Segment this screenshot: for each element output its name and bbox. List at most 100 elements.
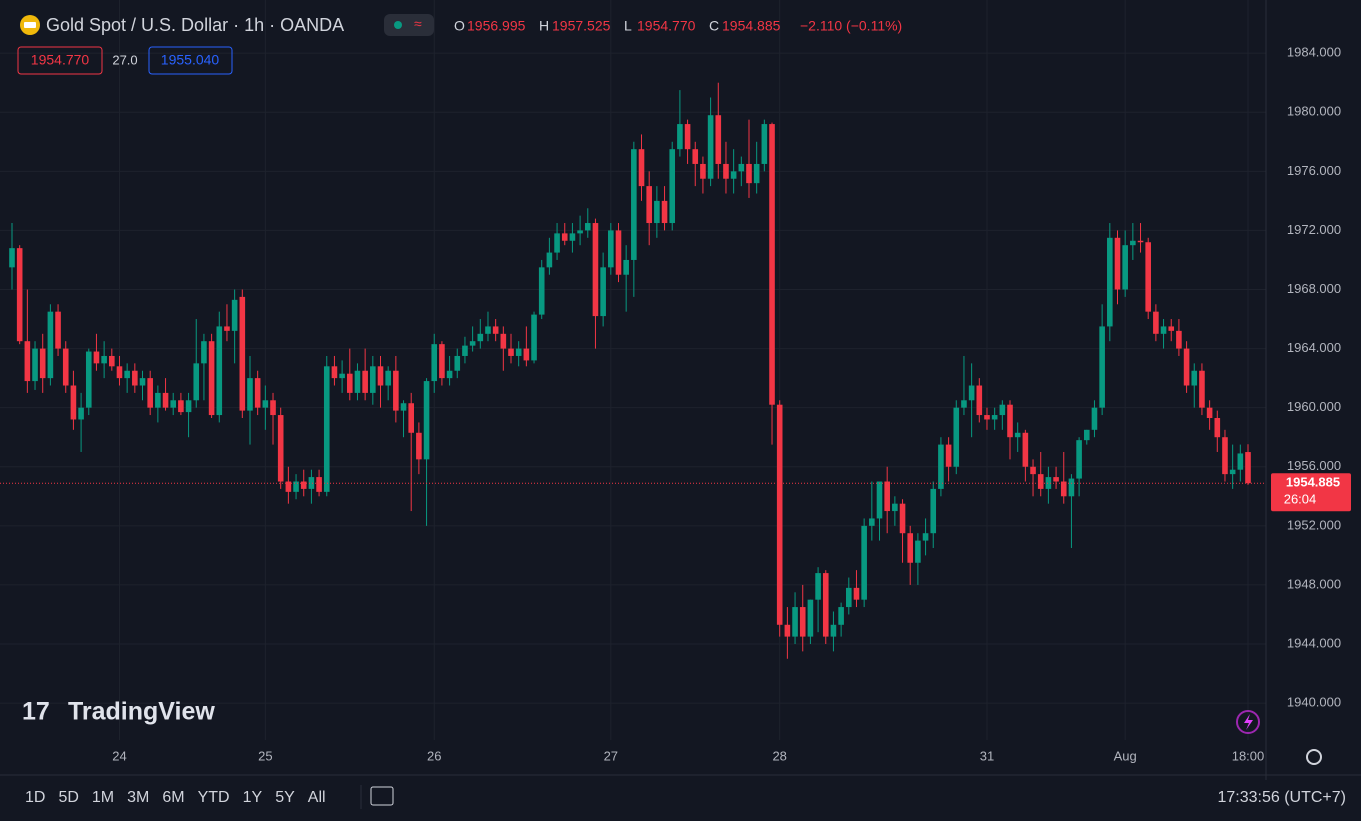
candle-body xyxy=(193,363,200,401)
candle-body xyxy=(1183,348,1190,386)
candle-body xyxy=(1176,330,1182,349)
candle-body xyxy=(247,378,253,411)
candle-body xyxy=(976,385,983,416)
candle-body xyxy=(24,341,31,382)
candle-body xyxy=(277,415,284,482)
y-tick-label: 1984.000 xyxy=(1287,45,1341,60)
candle-body xyxy=(1091,407,1098,430)
candle-body xyxy=(853,587,860,600)
status-icon: ≈ xyxy=(414,16,422,32)
candle-body xyxy=(293,481,299,492)
candle-body xyxy=(1145,242,1151,312)
candle-body xyxy=(147,378,153,408)
candle-body xyxy=(515,348,522,356)
candle-body xyxy=(915,540,921,563)
candle-body xyxy=(139,378,146,386)
settings-icon[interactable] xyxy=(1306,749,1322,765)
range-button[interactable]: 5Y xyxy=(275,789,295,806)
candle-body xyxy=(922,533,929,541)
status-pill[interactable] xyxy=(384,14,434,36)
change: −2.110 (−0.11%) xyxy=(800,18,902,34)
y-tick-label: 1952.000 xyxy=(1287,517,1341,532)
candle-body xyxy=(9,248,15,268)
y-tick-label: 1980.000 xyxy=(1287,104,1341,119)
candle-body xyxy=(308,477,315,489)
clock[interactable]: 17:33:56 (UTC+7) xyxy=(1217,789,1346,806)
candle-body xyxy=(377,366,384,386)
candle-body xyxy=(170,400,177,408)
candle-body xyxy=(101,355,107,364)
candles xyxy=(9,82,1251,659)
candle-body xyxy=(938,444,944,489)
candle-body xyxy=(477,333,484,342)
candle-body xyxy=(845,587,852,608)
candle-body xyxy=(339,373,345,379)
candle-body xyxy=(577,230,583,234)
candle-body xyxy=(1107,237,1113,327)
range-button[interactable]: All xyxy=(308,789,326,806)
candle-body xyxy=(254,378,261,408)
range-button[interactable]: YTD xyxy=(198,789,230,806)
y-tick-label: 1948.000 xyxy=(1287,576,1341,591)
candle-body xyxy=(300,481,307,489)
candle-body xyxy=(270,400,276,416)
range-toolbar: 1D 5D 1M 3M 6M YTD 1Y 5Y All xyxy=(25,789,326,806)
candle-body xyxy=(262,400,269,408)
candle-body xyxy=(162,392,169,408)
ask-price[interactable]: 1955.040 xyxy=(161,52,220,68)
candle-body xyxy=(492,326,499,334)
buy-box[interactable] xyxy=(148,46,233,75)
range-button[interactable]: 1D xyxy=(25,789,45,806)
candle-body xyxy=(523,348,530,361)
candle-body xyxy=(439,344,445,379)
candle-body xyxy=(807,599,814,637)
candle-body xyxy=(1014,432,1021,438)
candle-body xyxy=(354,370,361,393)
range-button[interactable]: 3M xyxy=(127,789,149,806)
candle-body xyxy=(961,400,967,408)
symbol-title[interactable]: Gold Spot / U.S. Dollar · 1h · OANDA xyxy=(46,15,344,35)
candle-body xyxy=(485,326,491,334)
sell-box[interactable] xyxy=(17,46,103,75)
y-tick-label: 1940.000 xyxy=(1287,695,1341,710)
bid-price[interactable]: 1954.770 xyxy=(31,52,90,68)
candle-body xyxy=(1160,326,1167,334)
ohlc-key: C xyxy=(709,18,719,34)
candle-body xyxy=(1045,477,1052,489)
candle-body xyxy=(385,370,391,386)
candle-body xyxy=(1191,370,1198,386)
x-tick-label: 18:00 xyxy=(1232,748,1265,763)
candle-body xyxy=(669,149,676,224)
last-price-box xyxy=(1271,473,1351,512)
candle-body xyxy=(78,407,84,420)
candle-body xyxy=(538,267,545,315)
candle-body xyxy=(561,233,568,241)
candle-body xyxy=(1068,478,1075,497)
candle-body xyxy=(746,163,752,184)
candle-body xyxy=(423,381,430,460)
y-tick-label: 1956.000 xyxy=(1287,458,1341,473)
range-button[interactable]: 5D xyxy=(58,789,78,806)
candle-body xyxy=(861,525,867,600)
date-range-icon[interactable] xyxy=(370,786,394,806)
candle-body xyxy=(1037,474,1044,489)
tv-logo-mark: 17 xyxy=(22,698,50,726)
candle-body xyxy=(224,326,230,331)
alert-icon[interactable] xyxy=(1236,710,1260,734)
candle-body xyxy=(899,503,906,534)
range-button[interactable]: 1Y xyxy=(243,789,263,806)
x-tick-label: 26 xyxy=(427,748,441,763)
candle-body xyxy=(116,366,123,379)
last-price-label: 1954.885 xyxy=(1286,475,1340,490)
candle-body xyxy=(1114,237,1121,290)
ohlc-value: 1954.885 xyxy=(722,18,781,34)
candle-body xyxy=(231,299,238,331)
candle-body xyxy=(155,392,161,408)
range-button[interactable]: 6M xyxy=(162,789,184,806)
candle-body xyxy=(761,124,768,164)
candle-body xyxy=(822,573,829,637)
candle-body xyxy=(1245,452,1251,484)
range-button[interactable]: 1M xyxy=(92,789,114,806)
candle-body xyxy=(654,200,660,224)
